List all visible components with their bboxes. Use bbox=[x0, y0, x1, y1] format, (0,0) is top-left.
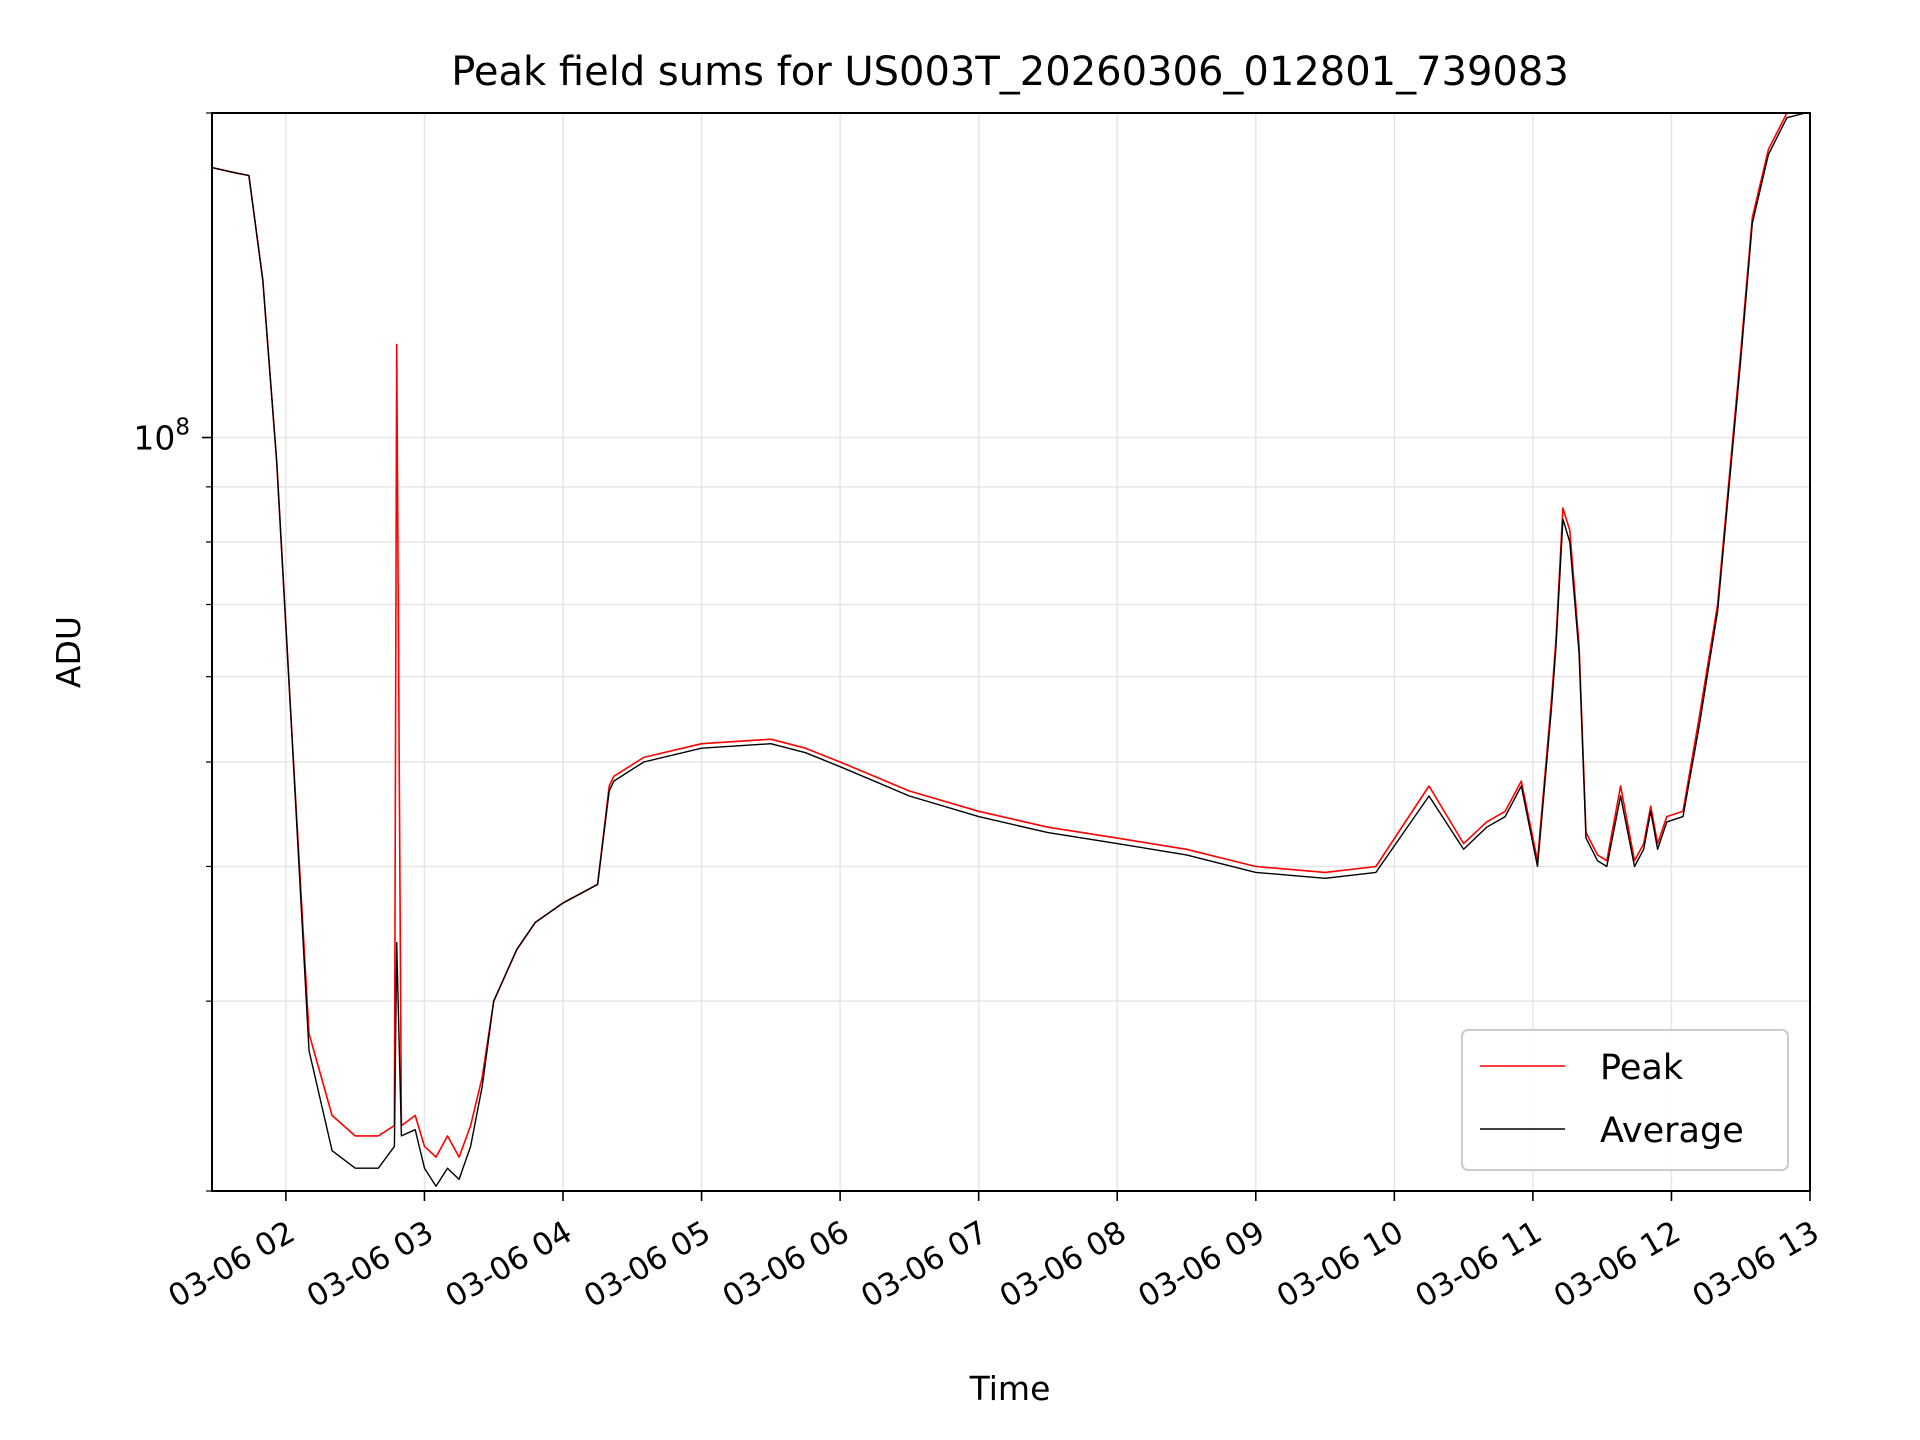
x-axis-label: Time bbox=[969, 1369, 1051, 1408]
plot-area bbox=[211, 112, 1806, 1188]
chart-title: Peak field sums for US003T_20260306_0128… bbox=[451, 49, 1569, 95]
y-axis-label: ADU bbox=[49, 616, 88, 688]
legend-label-average: Average bbox=[1600, 1111, 1744, 1151]
y-axis: 108 bbox=[133, 112, 212, 1192]
y-tick-label: 108 bbox=[133, 415, 190, 458]
legend-label-peak: Peak bbox=[1600, 1048, 1684, 1088]
legend: Peak Average bbox=[1461, 1029, 1789, 1171]
series-line-average bbox=[211, 112, 1806, 1188]
legend-box bbox=[1461, 1029, 1789, 1171]
plot-frame bbox=[211, 112, 1811, 1192]
series-line-peak bbox=[211, 112, 1806, 1158]
